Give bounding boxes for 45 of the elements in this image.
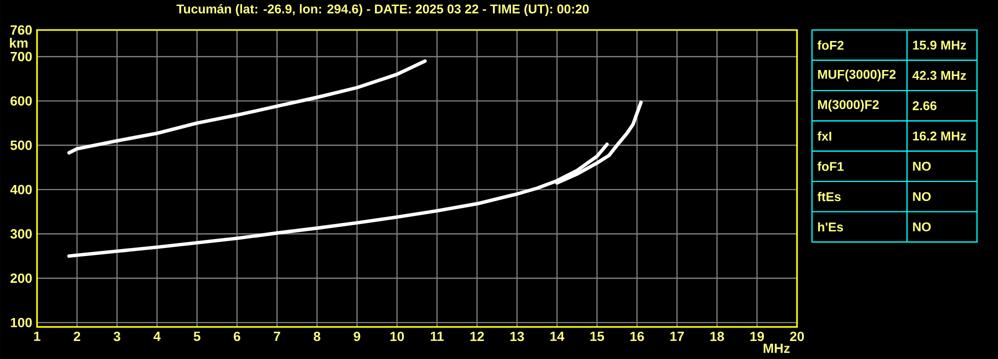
text: NO bbox=[913, 222, 931, 232]
text: NO bbox=[913, 162, 931, 171]
text: foF2 bbox=[817, 40, 844, 50]
text: NO bbox=[913, 192, 931, 202]
x-tick-label: 8 bbox=[314, 332, 320, 342]
x-tick-label: 16 bbox=[630, 332, 644, 342]
x-tick-label: 18 bbox=[710, 332, 724, 342]
y-tick-label: 500 bbox=[10, 140, 32, 150]
x-tick-label: 7 bbox=[274, 332, 280, 341]
x-tick-label: 11 bbox=[430, 332, 444, 341]
x-tick-label: 6 bbox=[234, 332, 240, 342]
x-tick-label: 1 bbox=[34, 332, 40, 341]
text: foF1 bbox=[817, 162, 844, 171]
x-tick-label: 4 bbox=[154, 332, 161, 341]
x-tick-label: 19 bbox=[750, 332, 764, 342]
x-tick-label: 15 bbox=[590, 332, 604, 341]
y-tick-label: 300 bbox=[10, 229, 32, 239]
x-tick-label: 2 bbox=[74, 332, 80, 342]
x-tick-label: 12 bbox=[470, 332, 484, 342]
text: 16.2 MHz bbox=[913, 132, 966, 140]
y-tick-label: 200 bbox=[10, 274, 32, 283]
x-tick-label: 10 bbox=[390, 332, 404, 342]
x-tick-label: 9 bbox=[354, 332, 360, 342]
y-tick-label: 700 bbox=[10, 52, 32, 62]
text: M(3000)F2 bbox=[818, 100, 879, 112]
text: MUF(3000)F2 bbox=[818, 70, 896, 82]
y-tick-label: 400 bbox=[10, 184, 32, 194]
x-tick-label: 3 bbox=[114, 332, 120, 342]
y-tick-label: 760 bbox=[10, 25, 32, 35]
x-tick-label: 13 bbox=[510, 332, 524, 342]
y-tick-label: 600 bbox=[10, 96, 32, 106]
x-tick-label: 20 bbox=[790, 332, 804, 342]
x-tick-label: 17 bbox=[670, 332, 684, 341]
y-tick-label: 100 bbox=[10, 318, 32, 328]
text: h'Es bbox=[818, 222, 843, 232]
x-tick-label: 14 bbox=[550, 332, 564, 341]
text: 15.9 MHz bbox=[913, 40, 966, 50]
y-axis-title: km bbox=[10, 38, 28, 48]
text: 2.66 bbox=[912, 101, 936, 110]
x-tick-label: 5 bbox=[194, 332, 200, 341]
x-axis-title: MHz bbox=[764, 344, 790, 353]
chart-title: Tucumán (lat: -26.9, lon: 294.6) - DATE: 2025 03 22 - TIME (UT): 00:20 bbox=[176, 4, 589, 16]
text: fxI bbox=[817, 131, 832, 141]
text: ftEs bbox=[817, 192, 841, 202]
text: 42.3 MHz bbox=[912, 70, 966, 80]
